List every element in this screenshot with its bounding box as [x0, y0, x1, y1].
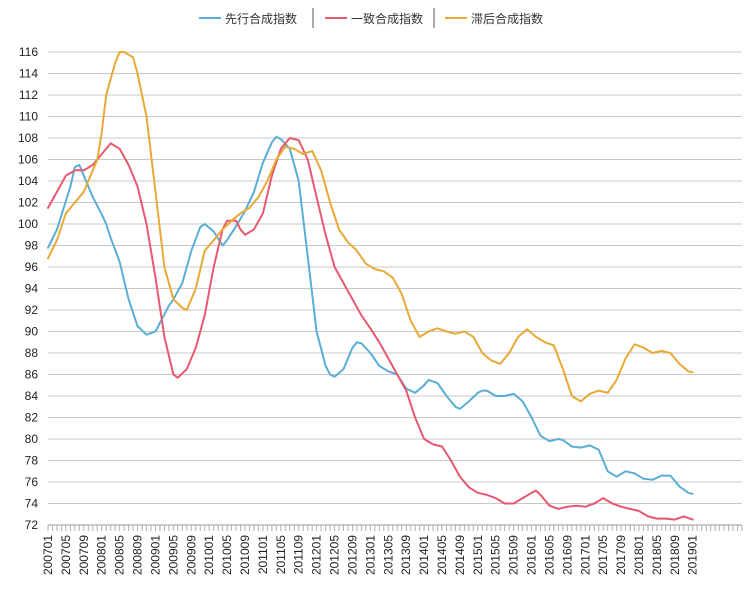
y-tick-label: 102	[18, 196, 38, 210]
y-tick-label: 98	[25, 239, 39, 253]
y-tick-label: 112	[19, 88, 38, 102]
series-line-2	[47, 137, 694, 521]
x-tick-label: 201305	[381, 535, 395, 575]
y-axis: 72 74 76 78 80 82 84 86 88 90 92 94 96 98 100 102 104 106…	[18, 45, 38, 532]
x-tick-label: 201801	[632, 535, 646, 575]
x-tick-label: 201009	[238, 535, 252, 575]
x-tick-label: 201105	[274, 535, 288, 574]
y-tick-label: 114	[19, 67, 38, 81]
x-tick-label: 201705	[596, 535, 610, 575]
x-tick-label: 200701	[41, 535, 55, 575]
y-tick-label: 82	[25, 411, 39, 425]
x-tick-label: 201709	[614, 535, 628, 575]
x-tick-label: 201605	[542, 535, 556, 575]
y-tick-label: 96	[25, 260, 39, 274]
x-tick-label: 201409	[453, 535, 467, 575]
y-tick-label: 92	[25, 303, 39, 317]
y-tick-label: 100	[18, 217, 38, 231]
x-tick-label: 201805	[650, 535, 664, 575]
legend-item-2[interactable]: 一致合成指数	[325, 11, 423, 26]
x-tick-label: 200909	[184, 535, 198, 575]
x-tick-label: 201001	[202, 535, 216, 575]
y-tick-label: 116	[19, 45, 38, 59]
x-tick-label: 201601	[525, 535, 539, 575]
x-tick-label: 201209	[345, 535, 359, 575]
y-tick-label: 106	[18, 153, 38, 167]
legend-item-3[interactable]: 滞后合成指数	[445, 11, 543, 26]
x-tick-label: 201405	[435, 535, 449, 575]
x-tick-label: 201109	[292, 535, 306, 574]
y-tick-label: 108	[18, 131, 38, 145]
legend-label: 先行合成指数	[225, 11, 297, 26]
x-tick-label: 201205	[328, 535, 342, 575]
y-tick-label: 72	[25, 518, 39, 532]
series-lines	[47, 51, 694, 521]
legend-item-1[interactable]: 先行合成指数	[199, 11, 297, 26]
y-tick-label: 76	[25, 475, 39, 489]
x-tick-label: 200709	[77, 535, 91, 575]
chart-legend: 先行合成指数 一致合成指数 滞后合成指数	[199, 8, 543, 28]
series-line-1	[47, 135, 694, 495]
y-tick-label: 78	[25, 454, 39, 468]
legend-label: 一致合成指数	[351, 11, 423, 26]
x-tick-label: 201701	[578, 535, 592, 575]
x-tick-label: 200801	[95, 535, 109, 575]
x-tick-label: 201201	[310, 535, 324, 575]
x-tick-label: 201301	[363, 535, 377, 575]
x-tick-label: 201501	[471, 535, 485, 575]
x-tick-label: 201005	[220, 535, 234, 575]
x-tick-label: 200905	[166, 535, 180, 575]
x-tick-label: 200705	[59, 535, 73, 575]
x-tick-label: 201609	[560, 535, 574, 575]
legend-label: 滞后合成指数	[471, 11, 543, 26]
y-gridlines	[48, 51, 742, 526]
series-line-3	[47, 51, 694, 403]
y-tick-label: 90	[25, 325, 39, 339]
x-tick-label: 201505	[489, 535, 503, 575]
x-tick-label: 201101	[256, 535, 270, 574]
y-tick-label: 110	[19, 110, 38, 124]
y-tick-label: 84	[25, 389, 39, 403]
x-tick-label: 201401	[417, 535, 431, 575]
x-tick-label: 200901	[148, 535, 162, 575]
x-tick-label: 201309	[399, 535, 413, 575]
y-tick-label: 88	[25, 346, 39, 360]
x-axis: 200701 200705 200709 200801 200805 200809 2009…	[41, 524, 743, 575]
x-tick-label: 200809	[131, 535, 145, 575]
y-tick-label: 104	[18, 174, 38, 188]
y-tick-label: 86	[25, 368, 39, 382]
x-tick-label: 201901	[686, 535, 700, 575]
y-tick-label: 80	[25, 432, 39, 446]
x-tick-label: 201809	[668, 535, 682, 575]
x-tick-label: 200805	[113, 535, 127, 575]
y-tick-label: 74	[25, 497, 39, 511]
x-tick-label: 201509	[507, 535, 521, 575]
y-tick-label: 94	[25, 282, 39, 296]
